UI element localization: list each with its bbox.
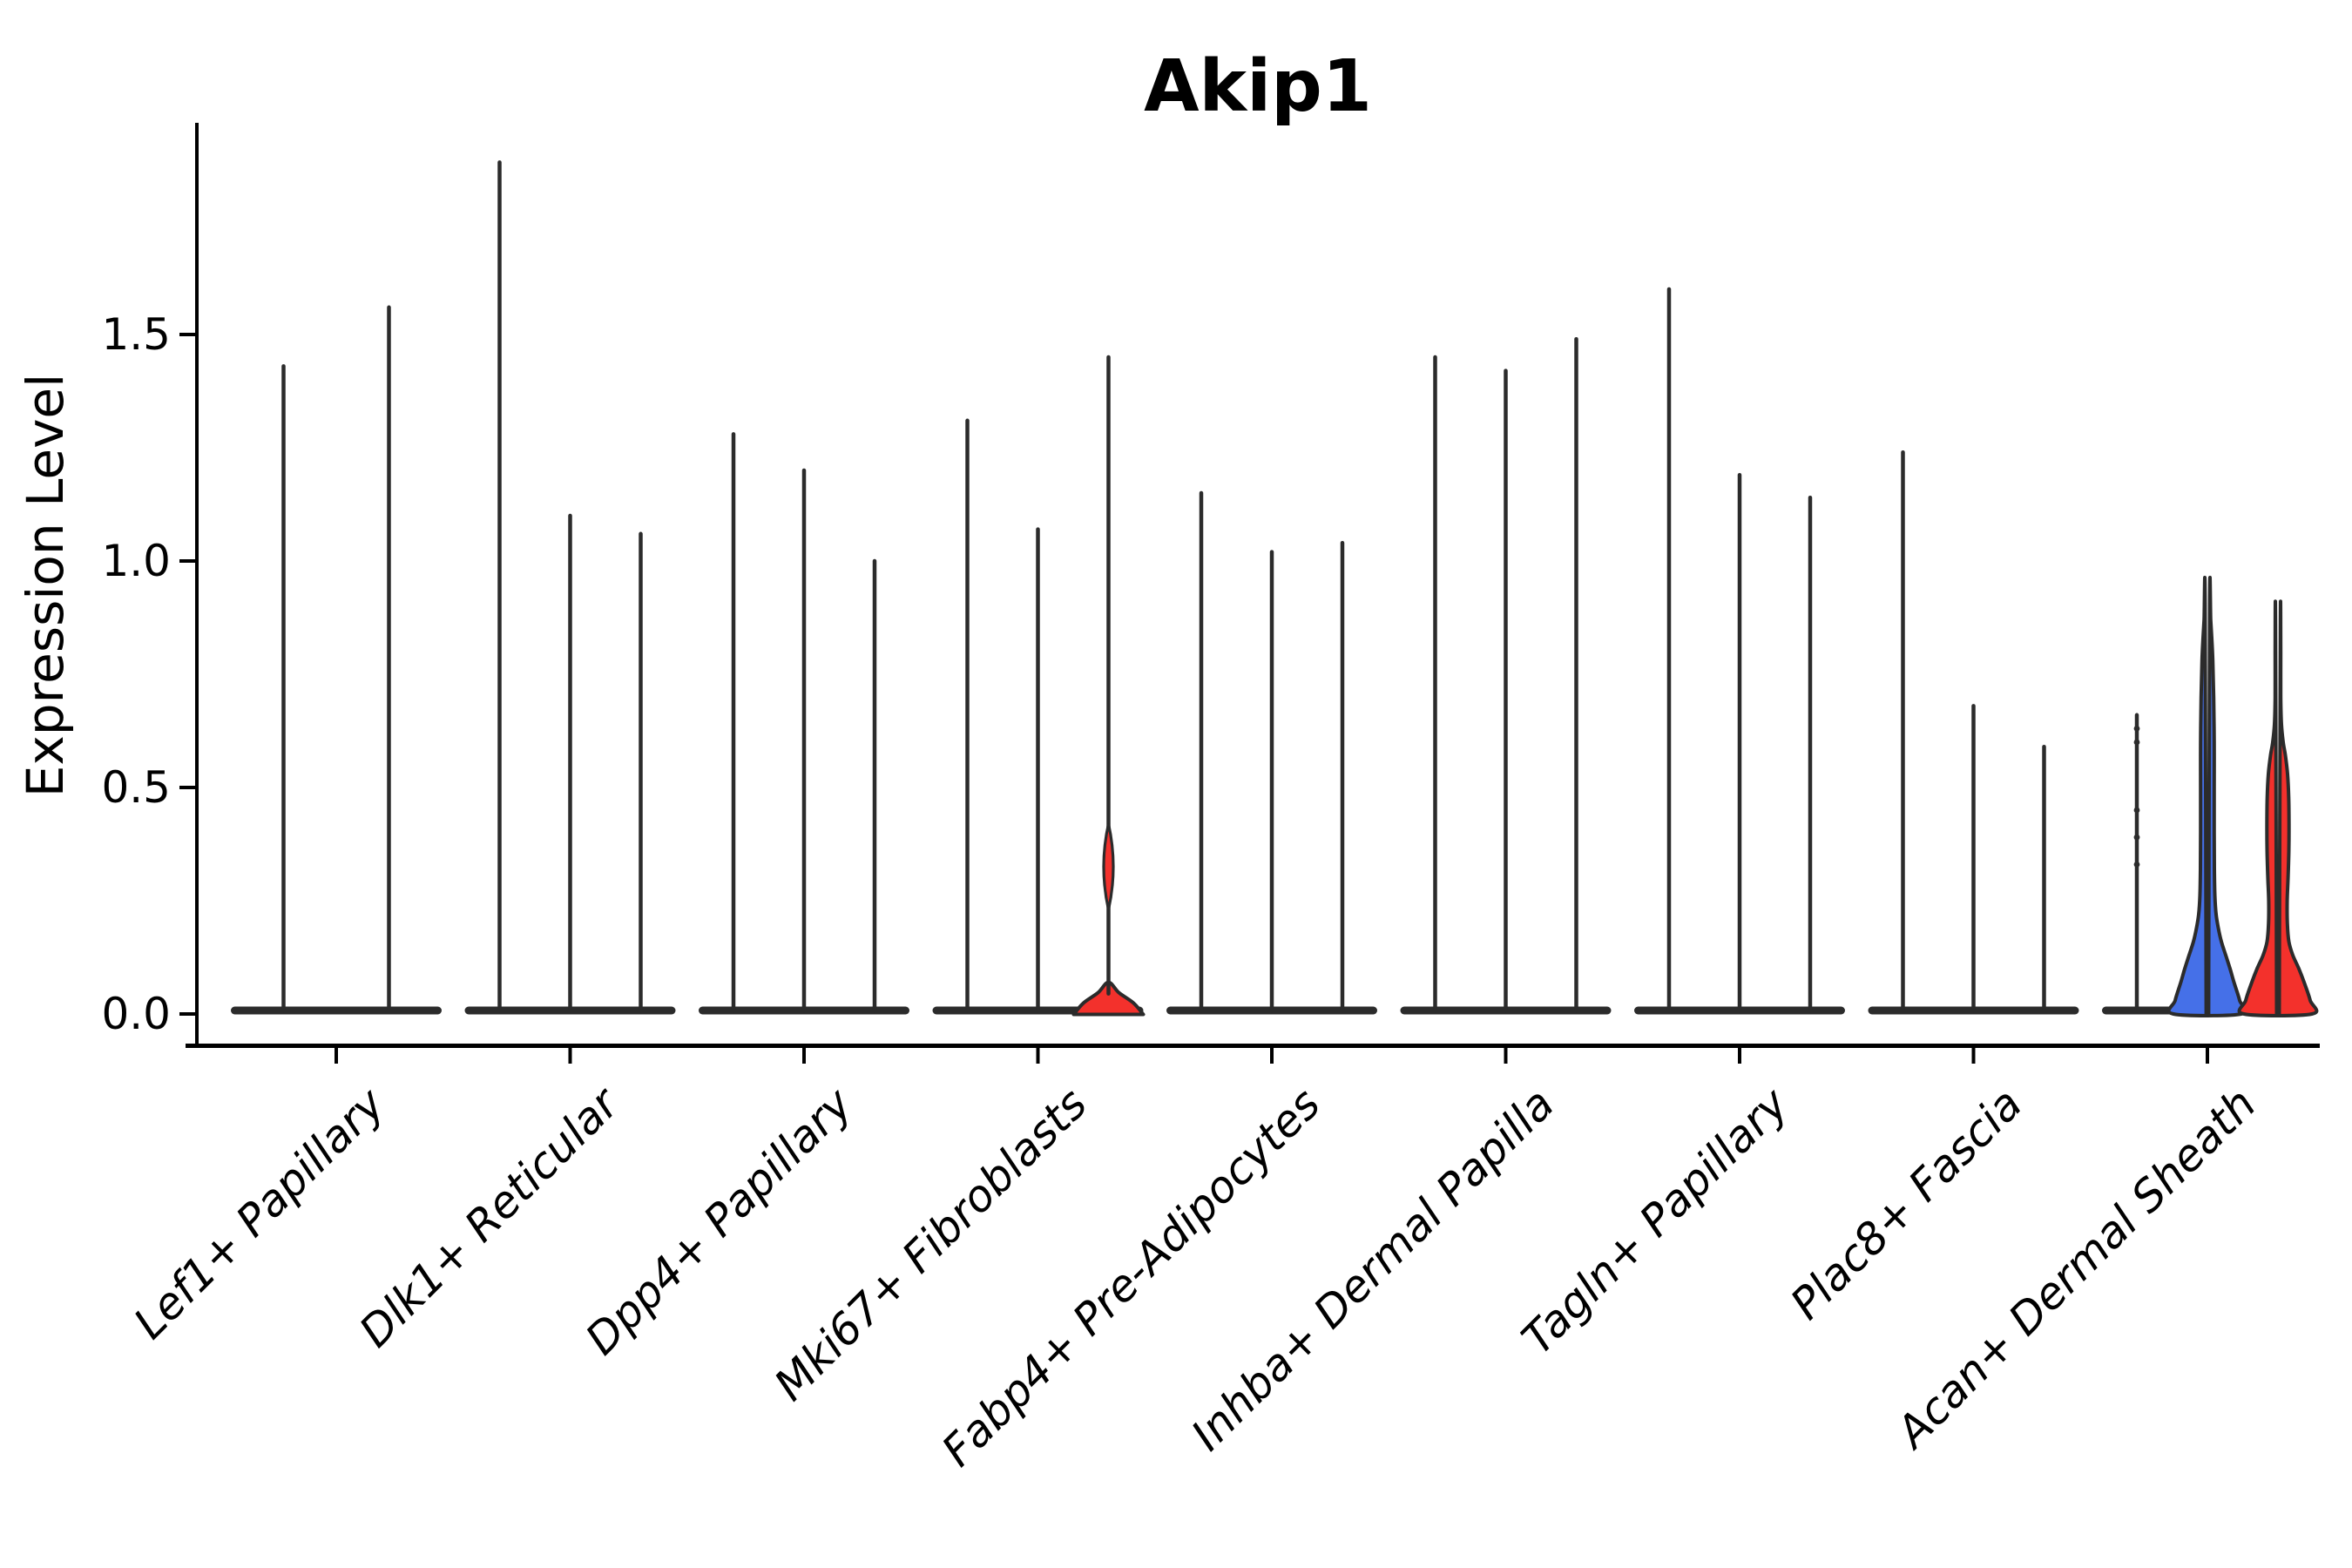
y-tick-label-0.5: 0.5 <box>101 762 171 813</box>
violin-g9-v1-point <box>2133 807 2140 814</box>
y-tick-mark-0.5 <box>179 786 195 789</box>
x-tick-mark-8 <box>1971 1048 1976 1064</box>
violin-g4-v3-lens <box>1102 823 1115 910</box>
x-tick-mark-9 <box>2206 1048 2209 1064</box>
x-tick-mark-4 <box>1036 1048 1040 1064</box>
y-tick-label-1.0: 1.0 <box>101 536 171 586</box>
y-tick-label-1.5: 1.5 <box>101 309 171 360</box>
y-axis-spine <box>195 123 199 1048</box>
y-tick-mark-1.0 <box>179 559 195 563</box>
y-tick-label-0.0: 0.0 <box>101 989 171 1039</box>
x-tick-mark-6 <box>1504 1048 1508 1064</box>
x-tick-mark-7 <box>1738 1048 1741 1064</box>
x-tick-mark-3 <box>802 1048 806 1064</box>
violin-g9-v1-point <box>2133 739 2140 746</box>
x-tick-mark-5 <box>1270 1048 1274 1064</box>
baseline-band-1 <box>231 1006 442 1015</box>
violin-g9-v1-point <box>2133 726 2140 732</box>
x-tick-mark-2 <box>568 1048 572 1064</box>
violin-g9-v2-filled <box>2166 575 2248 1017</box>
violin-g9-v1-point <box>2133 834 2140 841</box>
y-tick-mark-1.5 <box>179 333 195 336</box>
y-tick-mark-0.0 <box>179 1012 195 1016</box>
violin-g9-v3-filled <box>2237 599 2319 1017</box>
x-axis-spine <box>186 1044 2320 1048</box>
x-tick-mark-1 <box>335 1048 338 1064</box>
chart-title: Akip1 <box>1144 45 1372 128</box>
violin-g9-v1-point <box>2133 862 2140 868</box>
